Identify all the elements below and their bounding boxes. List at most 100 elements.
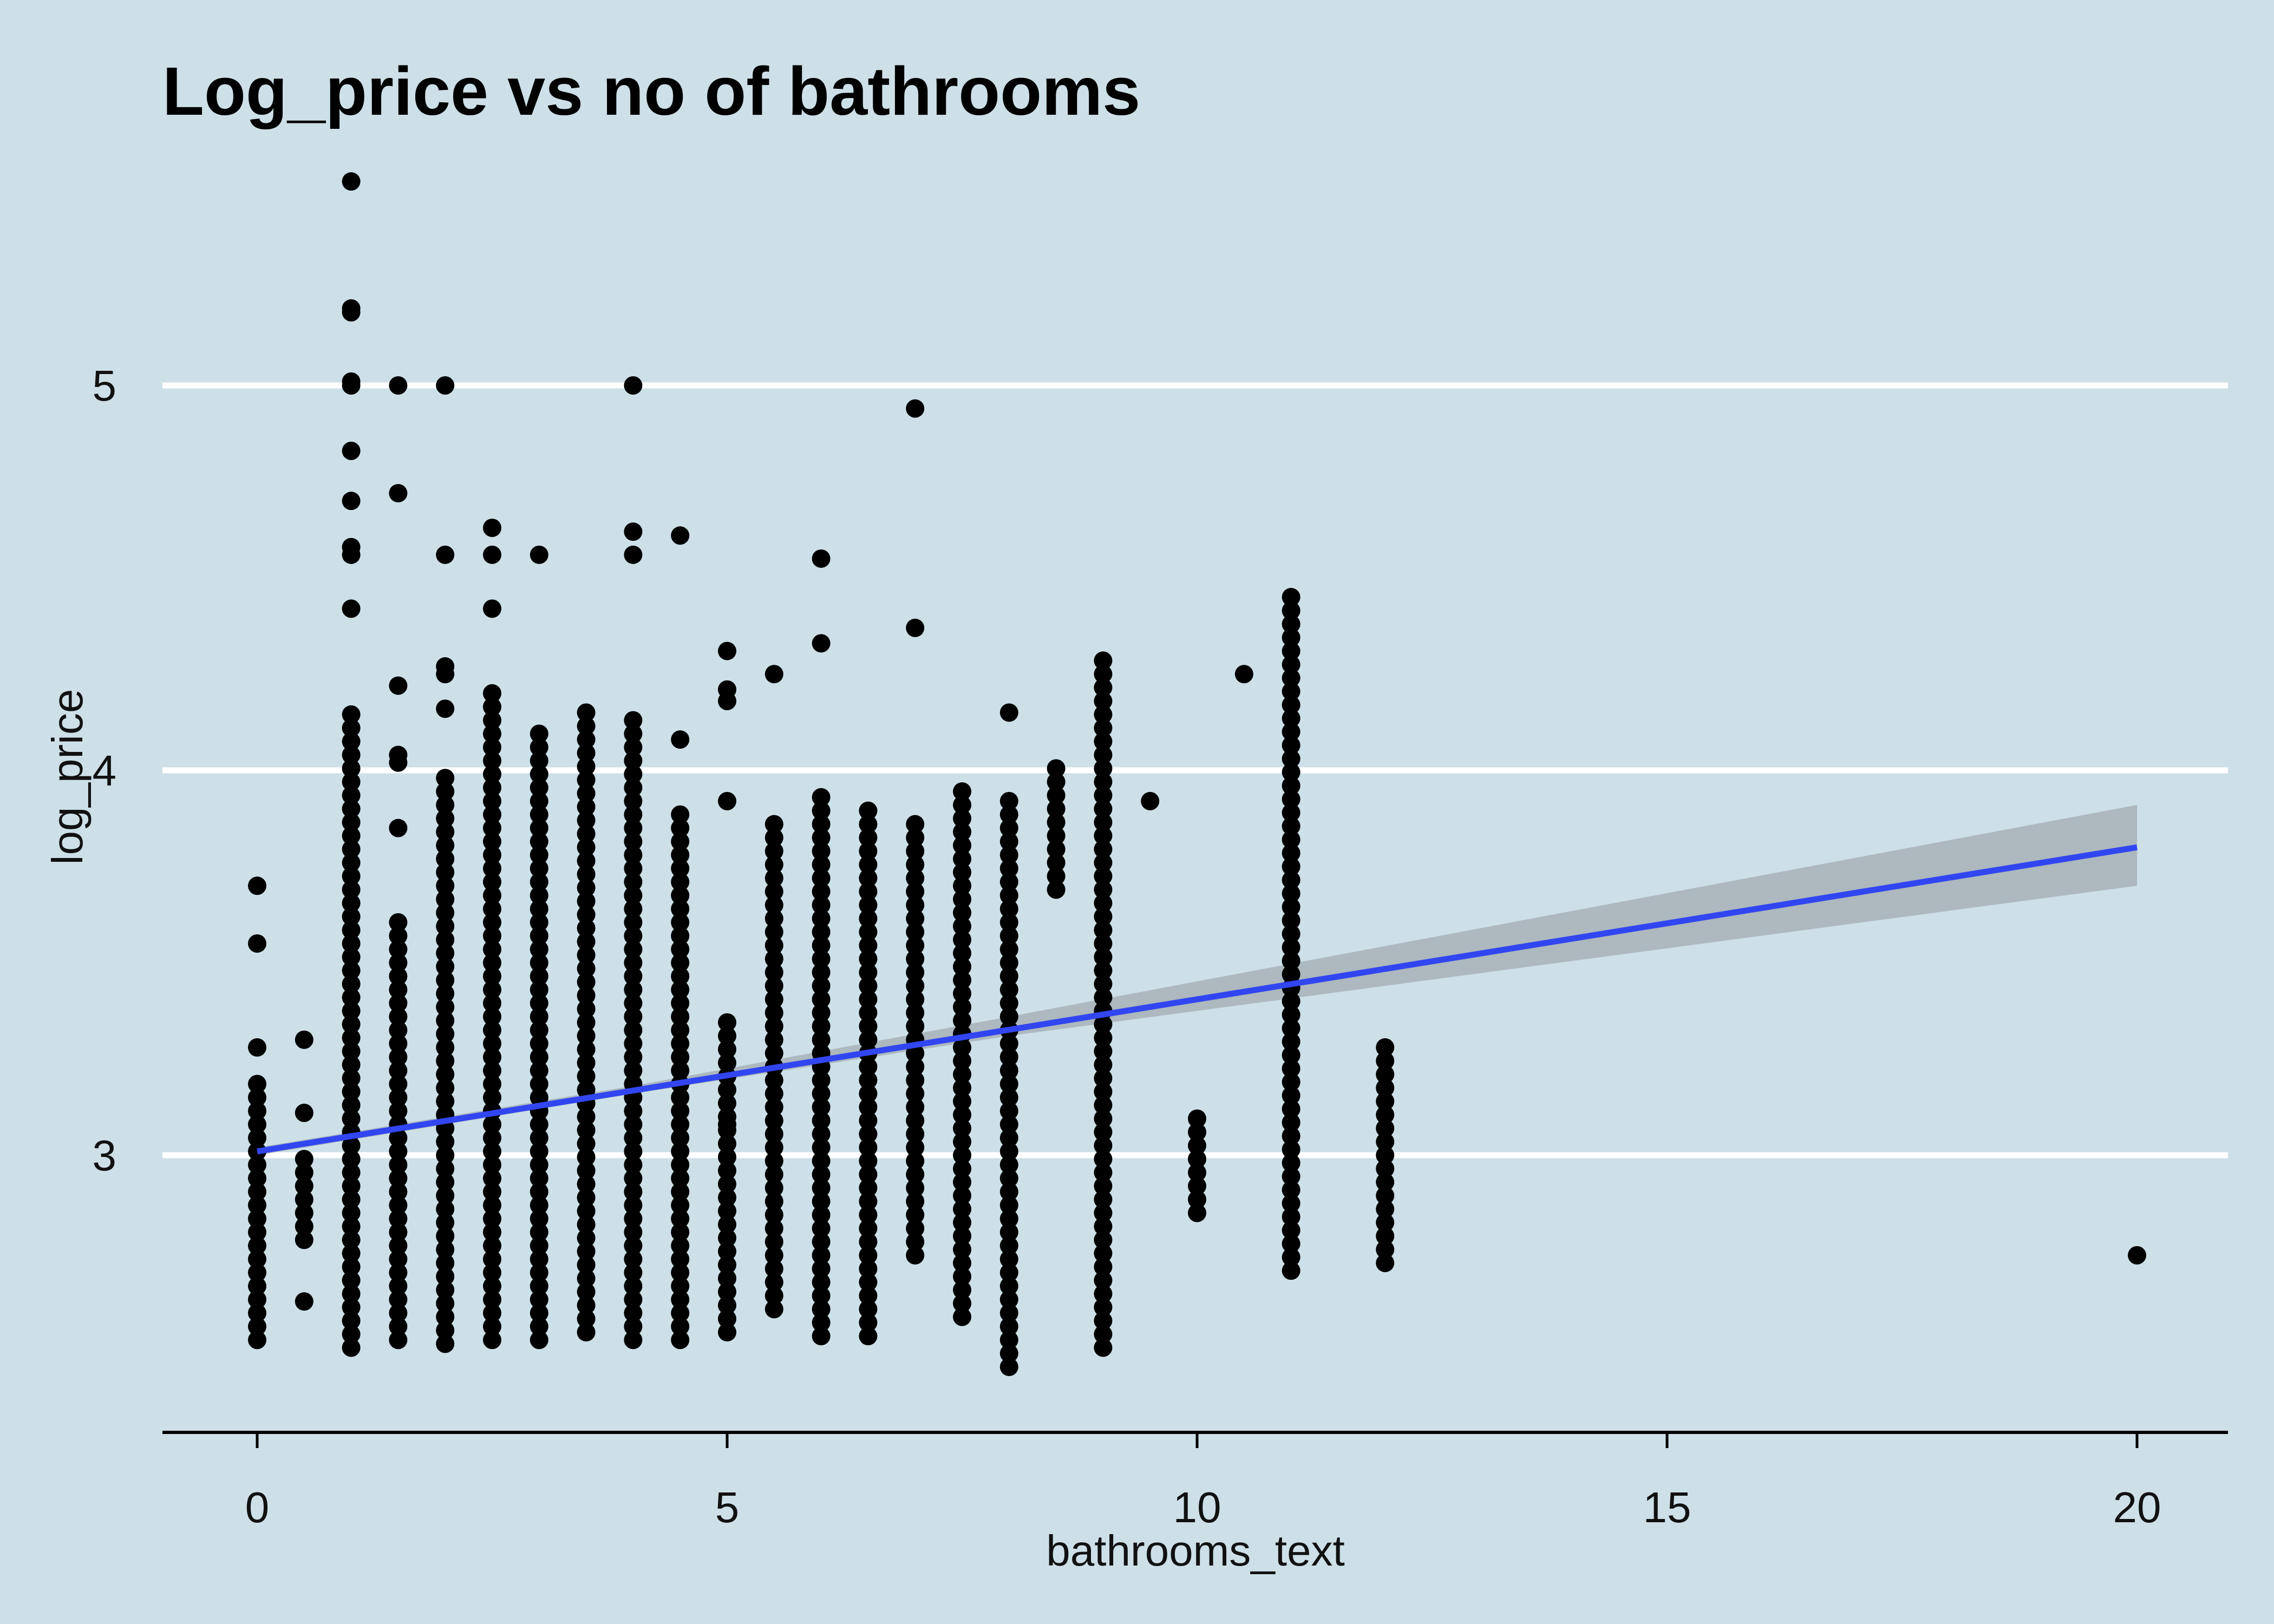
data-point: [483, 1304, 501, 1322]
data-point: [577, 986, 596, 1005]
data-point: [764, 1219, 783, 1238]
data-point: [577, 1148, 596, 1167]
data-point: [812, 1003, 831, 1022]
data-point: [342, 840, 361, 859]
data-point: [718, 1161, 736, 1180]
data-point: [764, 977, 783, 996]
data-point: [718, 1081, 736, 1099]
data-point: [764, 1300, 783, 1319]
data-point: [248, 1290, 266, 1309]
data-point: [483, 1196, 501, 1215]
data-point: [1282, 870, 1301, 889]
data-point: [577, 865, 596, 883]
data-point: [906, 1206, 925, 1224]
data-point: [389, 1290, 408, 1309]
data-point: [624, 1317, 643, 1336]
data-point: [1094, 853, 1113, 872]
data-point: [671, 1196, 690, 1215]
data-point: [859, 1111, 878, 1130]
data-point: [624, 522, 643, 541]
data-point: [764, 842, 783, 861]
data-point: [671, 1047, 690, 1066]
data-point: [1094, 907, 1113, 926]
data-point: [1094, 880, 1113, 899]
data-point: [764, 828, 783, 847]
x-tick-label-0: 0: [245, 1483, 270, 1531]
data-point: [530, 1182, 548, 1201]
data-point: [530, 805, 548, 824]
data-point: [1376, 1254, 1395, 1273]
data-point: [1094, 732, 1113, 751]
data-point: [389, 1331, 408, 1350]
data-point: [530, 778, 548, 797]
data-point: [295, 1163, 313, 1182]
data-point: [624, 1182, 643, 1201]
data-point: [389, 953, 408, 972]
data-point: [530, 832, 548, 851]
data-point: [859, 1259, 878, 1278]
data-point: [671, 1209, 690, 1228]
data-point: [577, 838, 596, 857]
data-point: [342, 880, 361, 899]
data-point: [624, 1007, 643, 1026]
data-point: [624, 1142, 643, 1161]
data-point: [248, 1304, 266, 1322]
data-point: [906, 869, 925, 888]
data-point: [812, 977, 831, 996]
data-point: [295, 1190, 313, 1209]
data-point: [953, 795, 971, 814]
data-point: [859, 990, 878, 1009]
data-point: [1282, 1127, 1301, 1145]
data-point: [342, 759, 361, 778]
data-point: [1376, 1132, 1395, 1151]
data-point: [624, 1102, 643, 1121]
data-point: [812, 1030, 831, 1049]
data-point: [1282, 1099, 1301, 1118]
data-point: [953, 957, 971, 976]
data-point: [342, 974, 361, 993]
data-point: [483, 1047, 501, 1066]
data-point: [1094, 800, 1113, 818]
data-point: [483, 1169, 501, 1188]
data-point: [624, 967, 643, 986]
data-point: [764, 1098, 783, 1117]
data-point: [389, 994, 408, 1013]
data-point: [1282, 857, 1301, 876]
data-point: [764, 815, 783, 834]
data-point: [1282, 601, 1301, 620]
data-point: [764, 895, 783, 914]
data-point: [1282, 817, 1301, 836]
data-point: [1188, 1203, 1206, 1222]
data-point: [953, 1280, 971, 1299]
data-point: [859, 1030, 878, 1049]
data-point: [389, 980, 408, 999]
data-point: [577, 1175, 596, 1194]
data-point: [1282, 776, 1301, 795]
data-point: [906, 1219, 925, 1238]
data-point: [953, 1227, 971, 1246]
data-point: [812, 634, 831, 653]
data-point: [1094, 1042, 1113, 1061]
data-point: [1094, 1163, 1113, 1182]
data-point: [906, 1232, 925, 1251]
data-point: [812, 842, 831, 861]
data-point: [953, 849, 971, 868]
data-point: [764, 1124, 783, 1143]
data-point: [1282, 736, 1301, 755]
data-point: [999, 980, 1018, 999]
data-point: [953, 1132, 971, 1151]
data-point: [953, 1038, 971, 1057]
data-point: [389, 967, 408, 986]
data-point: [483, 1182, 501, 1201]
data-point: [671, 1155, 690, 1174]
data-point: [624, 1034, 643, 1053]
data-point: [436, 957, 455, 976]
data-point: [764, 1030, 783, 1049]
data-point: [342, 1042, 361, 1061]
data-point: [1094, 947, 1113, 966]
data-point: [999, 899, 1018, 918]
data-point: [953, 822, 971, 841]
data-point: [671, 1317, 690, 1336]
data-point: [953, 1294, 971, 1313]
data-point: [1094, 745, 1113, 764]
